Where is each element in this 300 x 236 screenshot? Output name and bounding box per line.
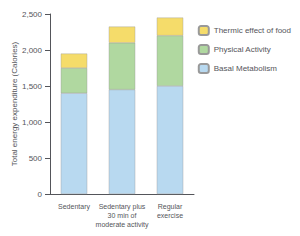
svg-text:Sedentary plus: Sedentary plus (99, 203, 146, 211)
svg-text:Physical Activity: Physical Activity (214, 45, 271, 54)
svg-text:1,500: 1,500 (22, 82, 43, 91)
svg-text:1,000: 1,000 (22, 118, 43, 127)
svg-text:Thermic effect of food: Thermic effect of food (214, 26, 291, 35)
svg-text:Basal Metabolism: Basal Metabolism (214, 64, 277, 73)
svg-text:500: 500 (29, 154, 43, 163)
svg-text:exercise: exercise (157, 212, 183, 219)
svg-text:Total energy expenditure (Calo: Total energy expenditure (Calories) (10, 41, 19, 166)
svg-text:Regular: Regular (158, 203, 183, 211)
svg-text:Sedentary: Sedentary (58, 203, 90, 211)
svg-text:30 min of: 30 min of (108, 212, 137, 219)
svg-text:2,500: 2,500 (22, 10, 43, 19)
svg-text:moderate activity: moderate activity (96, 221, 149, 229)
svg-text:2,000: 2,000 (22, 46, 43, 55)
svg-text:0: 0 (38, 190, 43, 199)
